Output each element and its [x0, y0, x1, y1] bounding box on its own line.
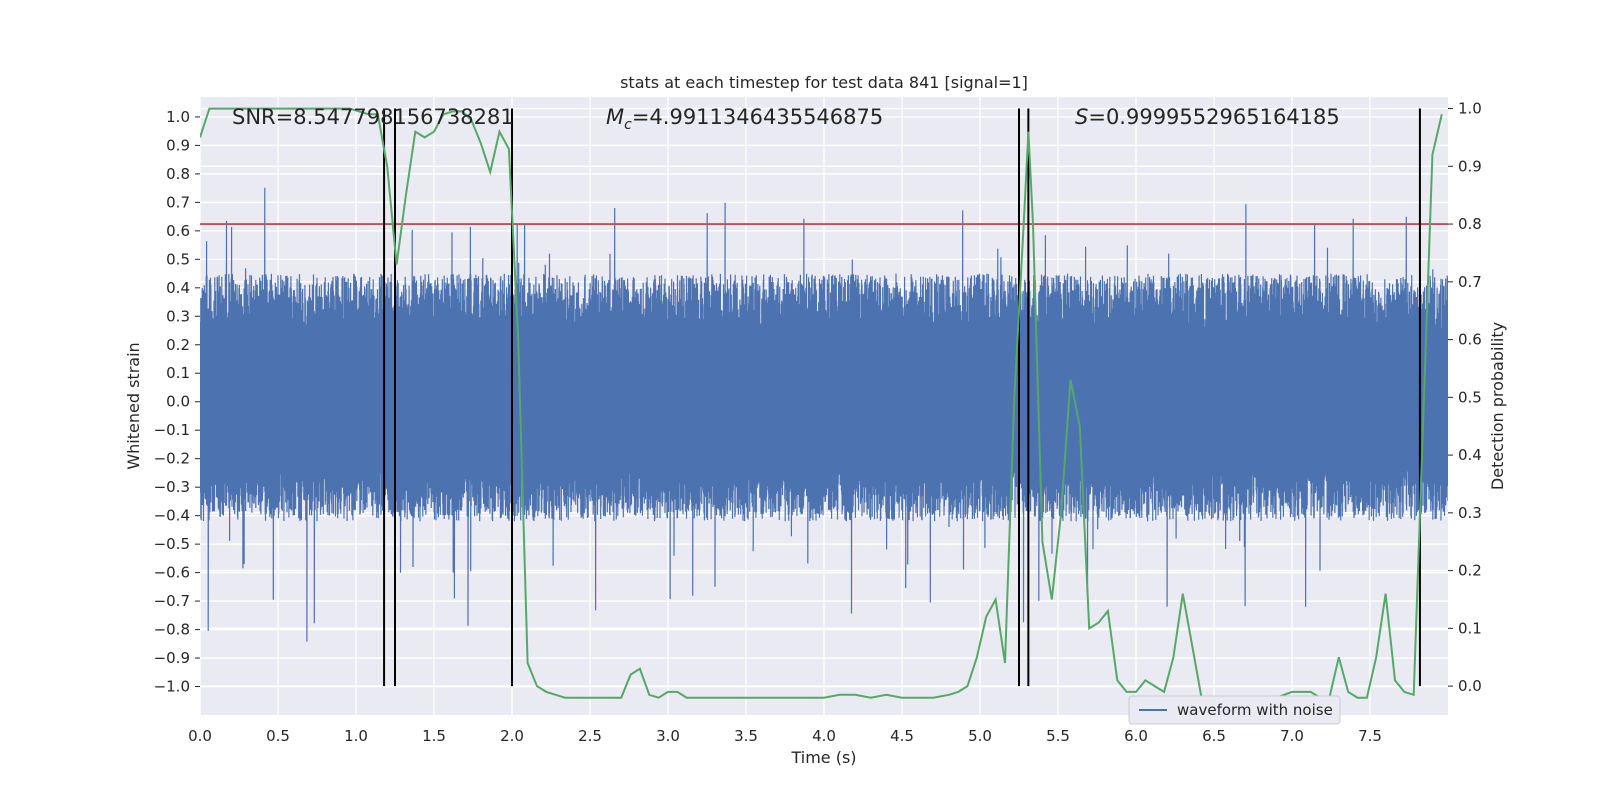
x-tick-label: 2.0 — [500, 727, 524, 745]
y2-tick-label: 0.1 — [1458, 619, 1482, 637]
y2-axis-label: Detection probability — [1488, 322, 1507, 490]
x-tick-label: 0.5 — [266, 727, 290, 745]
y2-tick-label: 0.9 — [1458, 157, 1482, 175]
x-tick-label: 2.5 — [578, 727, 602, 745]
y2-tick-label: 0.5 — [1458, 388, 1482, 406]
event-vertical-lines — [383, 108, 1421, 687]
x-tick-label: 0.0 — [188, 727, 212, 745]
y-axis-ticks: 1.0 0.9 0.8 0.7 0.6 0.5 0.4 0.3 0.2 0.1 0.0 −0.1 −0.… — [154, 108, 200, 696]
chart-title: stats at each timestep for test data 841… — [620, 73, 1028, 92]
y-tick-label: −0.8 — [154, 621, 190, 639]
y2-tick-label: 0.7 — [1458, 273, 1482, 291]
x-tick-label: 6.5 — [1202, 727, 1226, 745]
y2-tick-label: 0.6 — [1458, 331, 1482, 349]
legend-label-waveform: waveform with noise — [1177, 701, 1333, 719]
x-tick-label: 3.0 — [656, 727, 680, 745]
legend-box — [1128, 695, 1341, 725]
y2-tick-label: 0.2 — [1458, 562, 1482, 580]
y2-axis-ticks: 1.0 0.9 0.8 0.7 0.6 0.5 0.4 0.3 0.2 0.1 0.0 — [1448, 100, 1482, 695]
y-tick-label: 0.2 — [166, 336, 190, 354]
y-tick-label: 0.8 — [166, 165, 190, 183]
y-tick-label: −1.0 — [154, 678, 190, 696]
x-tick-label: 4.5 — [890, 727, 914, 745]
y2-tick-label: 0.8 — [1458, 215, 1482, 233]
annotation-chirp-mass: Mc=4.9911346435546875 — [606, 105, 883, 133]
y-tick-label: −0.1 — [154, 421, 190, 439]
x-tick-label: 6.0 — [1124, 727, 1148, 745]
x-axis-label: Time (s) — [790, 748, 856, 767]
y-tick-label: −0.2 — [154, 450, 190, 468]
y2-tick-label: 0.0 — [1458, 677, 1482, 695]
series-waveform-with-noise — [200, 187, 1448, 642]
x-axis-ticks: 0.0 0.5 1.0 1.5 2.0 2.5 3.0 3.5 4.0 4.5 5.0 5.5 6.0 6… — [188, 727, 1382, 745]
y-tick-label: 0.3 — [166, 307, 190, 325]
x-tick-label: 1.0 — [344, 727, 368, 745]
x-tick-label: 4.0 — [812, 727, 836, 745]
y-axis-label: Whitened strain — [124, 342, 143, 469]
x-tick-label: 7.5 — [1358, 727, 1382, 745]
y-tick-label: 0.0 — [166, 393, 190, 411]
y-tick-label: 0.7 — [166, 193, 190, 211]
annotation-snr: SNR=8.547798156738281 — [232, 105, 514, 129]
y-tick-label: −0.7 — [154, 592, 190, 610]
y-tick-label: 0.9 — [166, 136, 190, 154]
y2-tick-label: 0.3 — [1458, 504, 1482, 522]
y-tick-label: −0.3 — [154, 478, 190, 496]
y2-tick-label: 0.4 — [1458, 446, 1482, 464]
y-tick-label: 0.4 — [166, 279, 190, 297]
annotation-score: S=0.9999552965164185 — [1075, 105, 1340, 129]
y-tick-label: −0.5 — [154, 535, 190, 553]
legend: waveform with noise — [1128, 695, 1341, 725]
y2-tick-label: 1.0 — [1458, 100, 1482, 118]
x-tick-label: 5.5 — [1046, 727, 1070, 745]
x-tick-label: 3.5 — [734, 727, 758, 745]
x-tick-label: 1.5 — [422, 727, 446, 745]
y-tick-label: −0.6 — [154, 564, 190, 582]
y-tick-label: −0.9 — [154, 649, 190, 667]
y-tick-label: 1.0 — [166, 108, 190, 126]
y-tick-label: −0.4 — [154, 507, 190, 525]
x-tick-label: 7.0 — [1280, 727, 1304, 745]
y-tick-label: 0.1 — [166, 364, 190, 382]
y-tick-label: 0.6 — [166, 222, 190, 240]
x-tick-label: 5.0 — [968, 727, 992, 745]
y-tick-label: 0.5 — [166, 250, 190, 268]
